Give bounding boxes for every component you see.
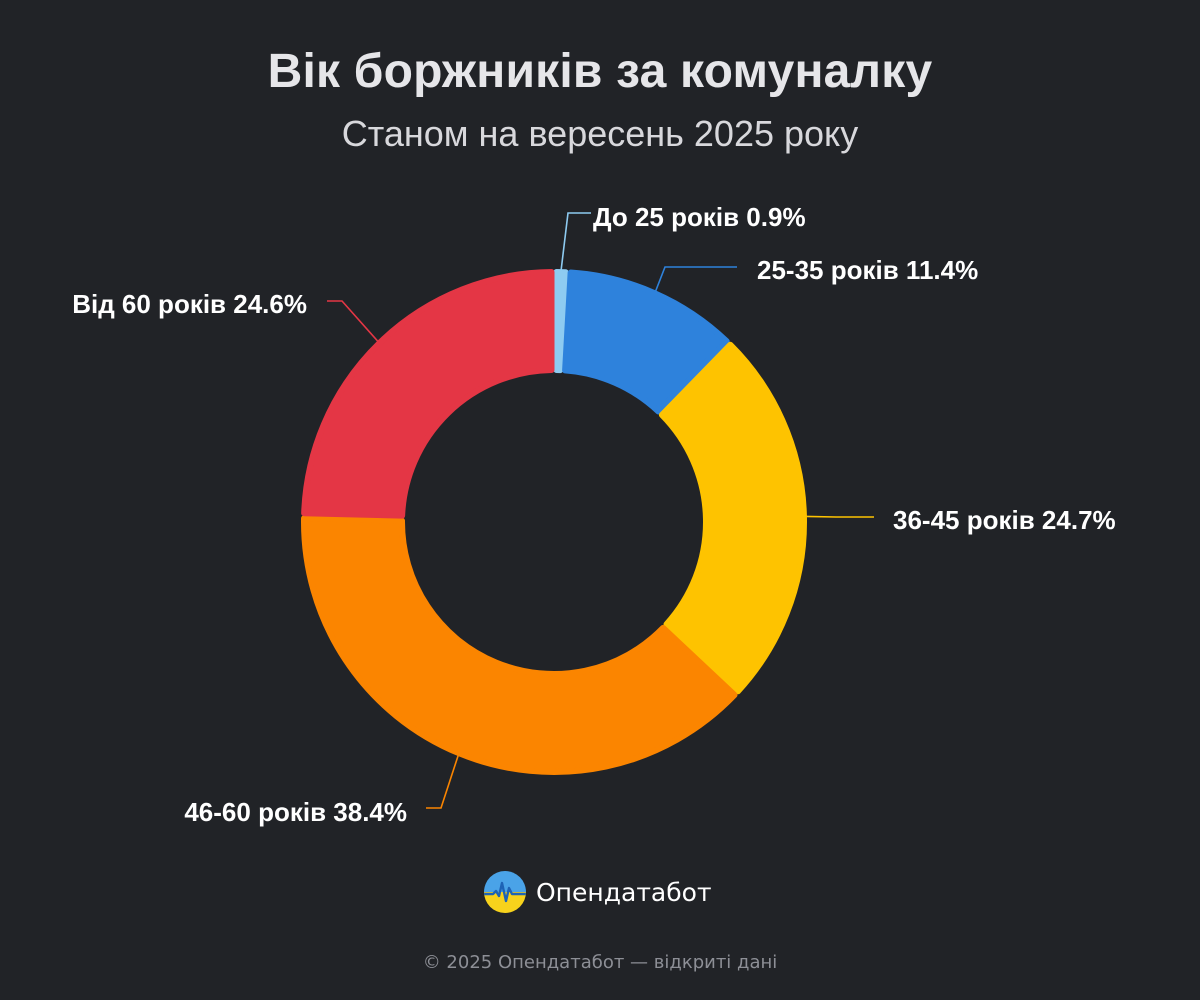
leader-line-2 [654, 266, 737, 292]
chart-title: Вік боржників за комуналку [267, 45, 933, 98]
slice-labels: До 25 років 0.9% 25-35 років 11.4% 36-45 р… [72, 202, 1115, 827]
leader-line-4 [426, 754, 460, 809]
donut-slice-4 [301, 515, 738, 775]
brand-name: Опендатабот [536, 877, 712, 907]
slice-label-3: 36-45 років 24.7% [893, 505, 1116, 535]
brand: Опендатабот [483, 869, 712, 915]
leader-line-3 [805, 515, 874, 518]
donut-slice-5 [301, 269, 555, 519]
leader-line-5 [327, 300, 379, 343]
footer-copyright: © 2025 Опендатабот — відкриті дані [422, 952, 778, 973]
donut-slice-1 [553, 269, 569, 374]
donut-slices [301, 269, 807, 775]
slice-label-1: До 25 років 0.9% [593, 202, 806, 232]
chart-subtitle: Станом на вересень 2025 року [341, 113, 859, 154]
slice-label-4: 46-60 років 38.4% [184, 797, 407, 827]
slice-label-2: 25-35 років 11.4% [757, 255, 978, 285]
leader-line-1 [560, 212, 591, 271]
slice-label-5: Від 60 років 24.6% [72, 289, 307, 319]
donut-slice-3 [658, 341, 807, 695]
donut-slice-2 [562, 269, 730, 415]
opendatabot-logo-icon [484, 871, 526, 913]
label-leader-lines [327, 212, 874, 809]
